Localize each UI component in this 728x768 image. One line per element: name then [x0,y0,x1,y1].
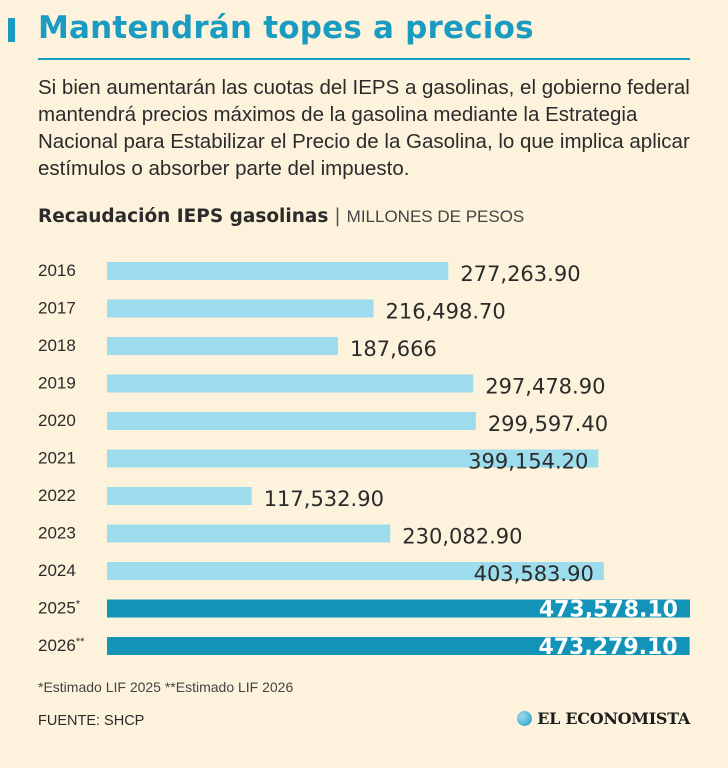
bar-2017 [107,299,374,318]
bar-2021 [107,449,599,468]
chart-unit-label: MILLONES DE PESOS [346,207,525,226]
category-label-2026: 2026** [38,636,85,655]
bar-2026 [107,637,690,655]
category-label-2018: 2018 [38,336,76,355]
bar-2018 [107,337,339,355]
category-label-2021: 2021 [38,449,76,468]
category-label-2024: 2024 [38,561,76,580]
source-note: FUENTE: SHCP [38,713,145,729]
bar-2022 [107,487,252,505]
chart-title: Recaudación IEPS gasolinas [38,206,329,227]
category-label-2025: 2025* [38,599,81,618]
value-label-2026: 473,279.10 [538,635,677,660]
footnote: *Estimado LIF 2025 **Estimado LIF 2026 [38,679,294,695]
category-label-2022: 2022 [38,486,76,505]
intro-paragraph: Si bien aumentarán las cuotas del IEPS a… [38,76,690,180]
value-label-2024: 403,583.90 [474,562,594,586]
brand-name: EL ECONOMISTA [537,709,690,728]
brand-logo: EL ECONOMISTA [517,709,690,728]
bar-2025 [107,599,690,618]
value-label-2017: 216,498.70 [386,300,506,324]
bar-2023 [107,524,391,543]
value-label-2016: 277,263.90 [460,262,580,286]
brand-globe-icon [517,711,533,726]
bar-2020 [107,412,476,430]
category-label-2023: 2023 [38,524,76,543]
value-label-2019: 297,478.90 [485,375,605,399]
value-label-2022: 117,532.90 [264,487,384,511]
category-label-2019: 2019 [38,374,76,393]
title-accent-bar [8,18,15,42]
category-label-2016: 2016 [38,261,76,280]
title-divider [38,58,690,60]
category-label-2017: 2017 [38,299,76,318]
chart-title-separator: | [334,206,341,227]
bar-2024 [107,562,604,580]
chart-heading: Recaudación IEPS gasolinas | MILLONES DE P… [38,206,524,227]
value-label-2025: 473,578.10 [539,598,678,623]
category-label-2020: 2020 [38,411,76,430]
bar-2016 [107,262,449,280]
value-label-2021: 399,154.20 [468,450,588,474]
value-label-2018: 187,666 [350,337,437,361]
page-title: Mantendrán topes a precios [38,10,534,46]
value-label-2023: 230,082.90 [402,525,522,549]
bar-chart: 2016 277,263.90 2017 216,498.70 2018 187,666 2… [38,261,690,660]
bar-2019 [107,374,474,393]
value-label-2020: 299,597.40 [488,412,608,436]
